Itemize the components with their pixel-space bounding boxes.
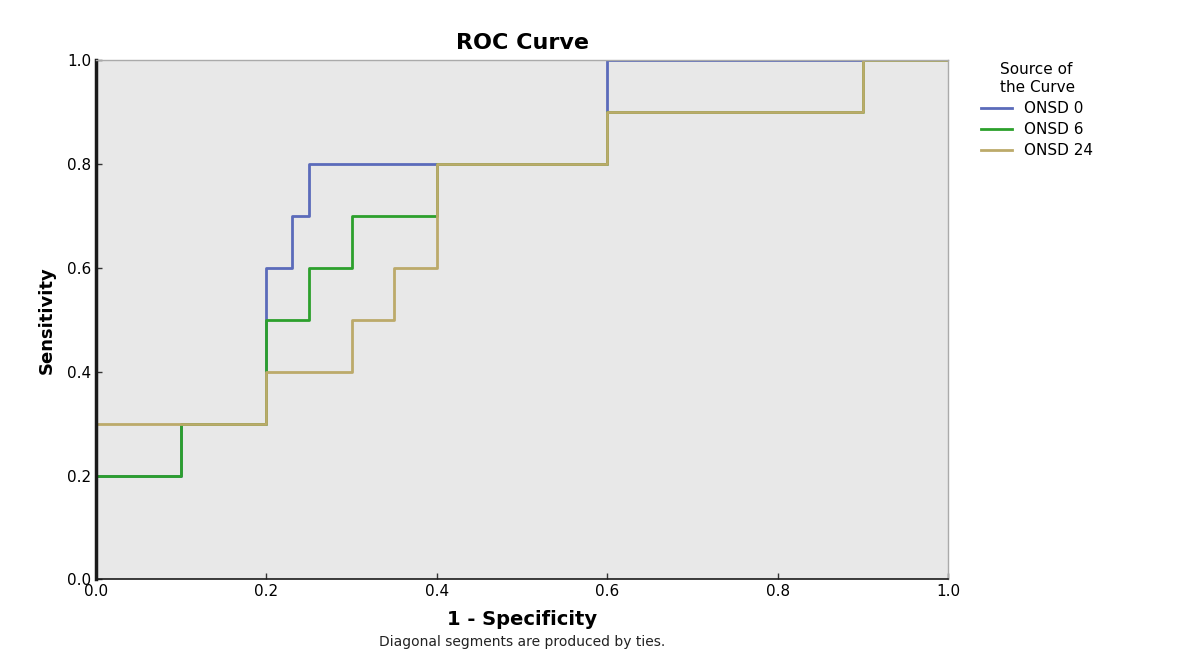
Text: Diagonal segments are produced by ties.: Diagonal segments are produced by ties. — [379, 635, 665, 649]
ONSD 6 — [302, 316, 317, 324]
ONSD 0 — [600, 160, 614, 168]
ONSD 0 — [600, 56, 614, 64]
ONSD 24 — [856, 108, 870, 116]
ONSD 24 — [386, 316, 401, 324]
ONSD 6 — [600, 160, 614, 168]
ONSD 0 — [284, 212, 299, 220]
ONSD 24 — [344, 316, 359, 324]
ONSD 6 — [430, 160, 444, 168]
ONSD 24 — [600, 108, 614, 116]
ONSD 6 — [344, 264, 359, 272]
ONSD 24 — [89, 575, 103, 583]
ONSD 24 — [344, 368, 359, 376]
ONSD 6 — [515, 160, 529, 168]
ONSD 6 — [259, 420, 274, 428]
X-axis label: 1 - Specificity: 1 - Specificity — [446, 611, 598, 629]
ONSD 0 — [174, 420, 188, 428]
ONSD 24 — [515, 160, 529, 168]
ONSD 0 — [302, 212, 317, 220]
ONSD 0 — [89, 472, 103, 480]
ONSD 6 — [89, 472, 103, 480]
Legend: ONSD 0, ONSD 6, ONSD 24: ONSD 0, ONSD 6, ONSD 24 — [982, 63, 1093, 158]
ONSD 0 — [386, 160, 401, 168]
ONSD 24 — [89, 420, 103, 428]
ONSD 6 — [302, 264, 317, 272]
ONSD 6 — [515, 160, 529, 168]
ONSD 0 — [174, 472, 188, 480]
ONSD 24 — [259, 420, 274, 428]
ONSD 0 — [941, 56, 955, 64]
ONSD 6 — [856, 56, 870, 64]
Line: ONSD 6: ONSD 6 — [96, 60, 948, 579]
ONSD 6 — [344, 212, 359, 220]
ONSD 24 — [941, 56, 955, 64]
Line: ONSD 24: ONSD 24 — [96, 60, 948, 579]
ONSD 6 — [174, 472, 188, 480]
ONSD 24 — [259, 368, 274, 376]
ONSD 6 — [259, 316, 274, 324]
ONSD 0 — [259, 420, 274, 428]
ONSD 24 — [856, 56, 870, 64]
ONSD 6 — [941, 56, 955, 64]
ONSD 0 — [386, 160, 401, 168]
ONSD 6 — [856, 108, 870, 116]
ONSD 0 — [302, 160, 317, 168]
ONSD 6 — [430, 212, 444, 220]
Y-axis label: Sensitivity: Sensitivity — [37, 266, 55, 374]
ONSD 6 — [174, 420, 188, 428]
ONSD 6 — [600, 108, 614, 116]
Line: ONSD 0: ONSD 0 — [96, 60, 948, 579]
Title: ROC Curve: ROC Curve — [456, 33, 588, 53]
ONSD 0 — [89, 575, 103, 583]
ONSD 24 — [515, 160, 529, 168]
ONSD 0 — [259, 264, 274, 272]
ONSD 24 — [386, 264, 401, 272]
ONSD 0 — [284, 264, 299, 272]
ONSD 24 — [430, 264, 444, 272]
ONSD 6 — [89, 575, 103, 583]
ONSD 24 — [600, 160, 614, 168]
ONSD 24 — [430, 160, 444, 168]
